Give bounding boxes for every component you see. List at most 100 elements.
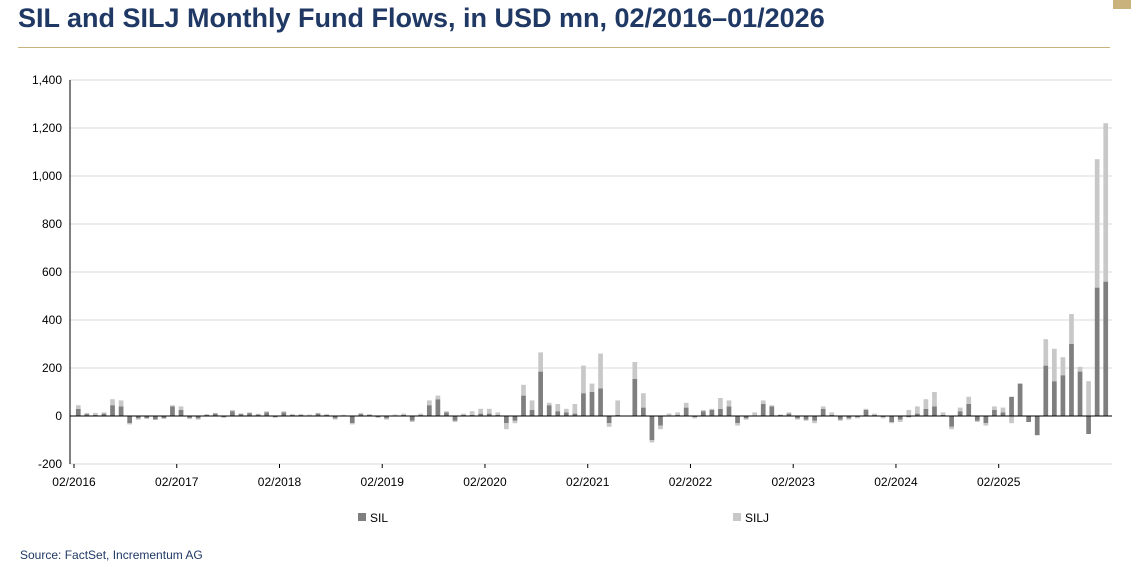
- sil-bar: [572, 413, 578, 416]
- corner-accent: [1113, 0, 1131, 9]
- sil-bar: [760, 404, 766, 416]
- silj-bar: [444, 411, 449, 413]
- sil-bar: [932, 406, 937, 416]
- sil-bar: [495, 414, 501, 416]
- silj-bar: [889, 422, 895, 424]
- silj-bar: [93, 412, 98, 415]
- sil-bar: [563, 412, 569, 416]
- y-tick-label: -200: [38, 457, 62, 471]
- silj-bar: [1069, 314, 1074, 344]
- x-tick-label: 02/2018: [258, 475, 302, 489]
- sil-bar: [940, 414, 946, 416]
- silj-bar: [1086, 381, 1091, 416]
- silj-bar: [401, 413, 406, 415]
- y-tick-label: 1,200: [32, 121, 62, 135]
- silj-bar: [255, 413, 261, 415]
- x-tick-label: 02/2025: [977, 475, 1021, 489]
- sil-bar: [272, 416, 278, 418]
- sil-bar: [641, 407, 646, 416]
- x-tick-label: 02/2022: [669, 475, 713, 489]
- silj-bar: [529, 400, 535, 410]
- sil-bar: [144, 416, 150, 419]
- silj-bar: [358, 412, 364, 415]
- sil-bar: [855, 416, 860, 418]
- silj-bar: [281, 411, 287, 413]
- silj-bar: [1060, 357, 1066, 376]
- silj-bar: [726, 400, 732, 407]
- sil-bar: [803, 416, 809, 420]
- sil-bar: [589, 392, 595, 416]
- y-tick-label: 1,000: [32, 169, 62, 183]
- sil-bar: [1086, 416, 1091, 434]
- sil-bar: [118, 406, 124, 416]
- sil-bar: [93, 414, 98, 416]
- silj-bar: [572, 404, 578, 414]
- sil-bar: [786, 413, 792, 416]
- silj-bar: [940, 412, 946, 415]
- silj-bar: [392, 414, 398, 416]
- sil-bar: [264, 412, 269, 416]
- silj-bar: [666, 413, 672, 416]
- x-tick-label: 02/2021: [566, 475, 610, 489]
- silj-bar: [915, 406, 920, 414]
- silj-bar: [1009, 416, 1014, 424]
- sil-bar: [195, 416, 201, 419]
- silj-bar: [486, 408, 492, 414]
- sil-bar: [384, 416, 389, 419]
- sil-bar: [726, 406, 732, 416]
- silj-bar: [495, 412, 501, 415]
- sil-bar: [161, 416, 167, 419]
- silj-bar: [264, 411, 269, 413]
- silj-bar: [700, 410, 706, 412]
- silj-bar: [135, 418, 141, 420]
- sil-bar: [546, 405, 552, 416]
- silj-bar: [837, 419, 843, 421]
- silj-bar: [418, 413, 424, 415]
- sil-bar: [238, 414, 244, 416]
- sil-bar: [127, 416, 133, 424]
- sil-bar: [709, 410, 715, 416]
- sil-bar: [906, 416, 912, 418]
- silj-bar: [752, 412, 758, 416]
- sil-bar: [504, 416, 509, 424]
- sil-bar: [837, 416, 843, 420]
- silj-bar: [957, 407, 963, 412]
- silj-bar: [221, 417, 227, 418]
- sil-bar: [298, 414, 304, 416]
- silj-bar: [512, 420, 518, 424]
- silj-bar: [974, 420, 980, 422]
- sil-bar: [795, 416, 800, 419]
- silj-bar: [829, 412, 835, 415]
- sil-bar: [992, 410, 997, 416]
- sil-bar: [221, 416, 227, 418]
- sil-bar: [84, 414, 90, 416]
- silj-bar: [683, 402, 689, 408]
- silj-bar: [538, 352, 543, 372]
- sil-bar: [820, 408, 826, 416]
- silj-bar: [743, 418, 749, 420]
- sil-bar: [743, 416, 749, 419]
- silj-bar: [461, 413, 466, 415]
- silj-bar: [384, 418, 389, 420]
- sil-bar: [1077, 371, 1083, 416]
- silj-bar: [272, 417, 278, 418]
- silj-bar: [170, 405, 175, 407]
- silj-bar: [906, 410, 912, 416]
- sil-bar: [615, 414, 621, 416]
- legend-swatch-silj: [733, 513, 741, 521]
- sil-bar: [255, 414, 261, 416]
- sil-bar: [452, 416, 458, 421]
- sil-bar: [1094, 287, 1100, 416]
- silj-bar: [555, 404, 561, 412]
- silj-bar: [563, 408, 569, 413]
- silj-bar: [769, 405, 775, 407]
- sil-bar: [632, 378, 638, 416]
- silj-bar: [289, 414, 295, 415]
- sil-bar: [957, 411, 963, 416]
- silj-bar: [127, 423, 133, 425]
- sil-bar: [966, 404, 972, 416]
- sil-bar: [769, 406, 775, 416]
- sil-bar: [1000, 412, 1006, 416]
- sil-bar: [718, 408, 723, 416]
- silj-bar: [435, 395, 441, 400]
